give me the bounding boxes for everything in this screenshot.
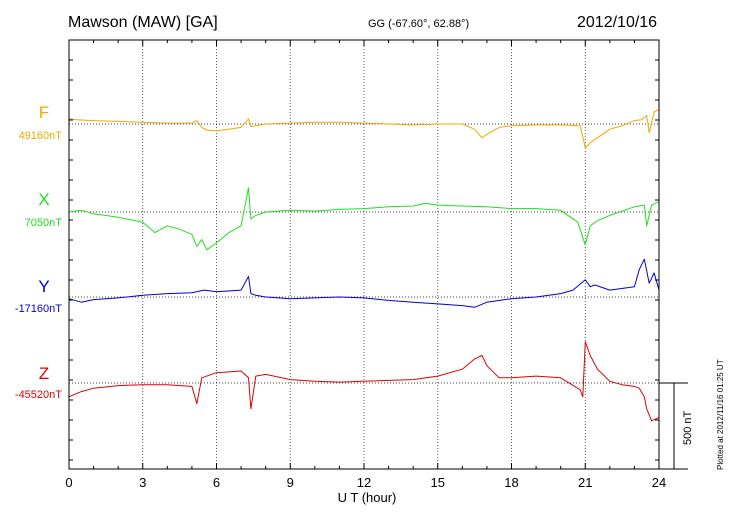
x-tick-label: 6 (213, 475, 220, 490)
series-line-z (68, 341, 660, 422)
x-tick-label: 15 (431, 475, 445, 490)
x-tick-label: 12 (357, 475, 371, 490)
series-baseline-x: 7050nT (25, 217, 63, 229)
plot-frame (68, 39, 660, 470)
series-baseline-z: -45520nT (15, 389, 62, 401)
series-line-f (68, 108, 660, 149)
series-name-y: Y (38, 277, 49, 296)
series-baseline-y: -17160nT (15, 303, 62, 315)
series-lines (68, 108, 660, 422)
plotted-note: Plotted at 2012/11/16 01:25 UT (716, 359, 725, 470)
series-line-y (68, 258, 660, 308)
series-name-f: F (39, 103, 49, 122)
axis-ticks: 0 3 6 9 12 15 18 21 24 (65, 40, 666, 490)
scale-bar: 500 nT (659, 382, 694, 470)
x-tick-label: 21 (578, 475, 592, 490)
x-axis-label: U T (hour) (338, 490, 397, 505)
x-tick-label: 9 (287, 475, 294, 490)
x-tick-label: 3 (139, 475, 146, 490)
series-baseline-f: 49160nT (19, 130, 63, 142)
x-tick-label: 24 (652, 475, 666, 490)
baselines (69, 123, 659, 384)
station-title: Mawson (MAW) [GA] (68, 14, 218, 31)
scale-bar-label: 500 nT (682, 410, 694, 445)
vertical-grid (142, 40, 586, 469)
series-name-x: X (38, 190, 49, 209)
series-line-x (68, 187, 660, 251)
date-label: 2012/10/16 (577, 14, 657, 31)
x-tick-label: 0 (65, 475, 72, 490)
x-tick-label: 18 (504, 475, 518, 490)
coords-label: GG (-67.60°, 62.88°) (368, 18, 469, 30)
series-labels: F 49160nT X 7050nT Y -17160nT Z -45520nT (15, 103, 62, 401)
series-name-z: Z (39, 364, 49, 383)
